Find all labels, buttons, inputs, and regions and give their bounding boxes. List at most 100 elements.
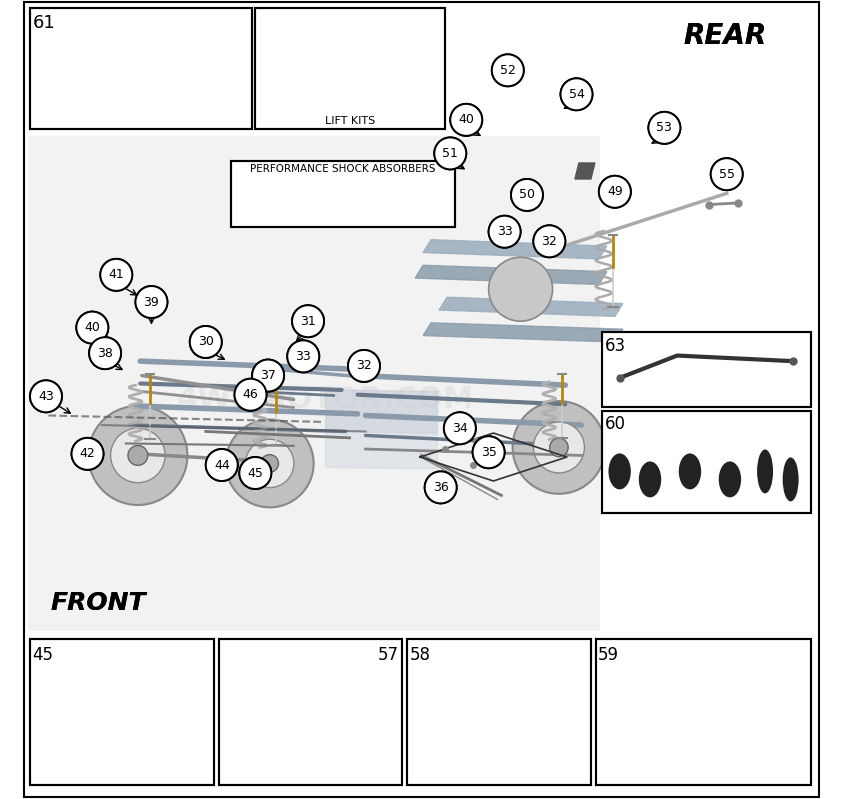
Bar [604,333,810,406]
Bar [231,161,455,227]
Text: 32: 32 [356,360,372,372]
Ellipse shape [609,453,631,489]
Polygon shape [439,297,623,316]
Text: 55: 55 [719,168,735,181]
Text: 44: 44 [214,459,229,471]
Text: 46: 46 [243,388,259,401]
Circle shape [292,305,324,337]
Text: 40: 40 [84,321,100,334]
Text: 38: 38 [97,347,113,360]
Circle shape [226,419,314,507]
Text: 31: 31 [300,315,316,328]
Bar [602,411,812,513]
Circle shape [450,104,482,136]
Circle shape [89,337,121,369]
Text: 51: 51 [443,147,459,160]
Text: 37: 37 [260,369,276,382]
Bar [31,10,250,128]
Bar [602,411,812,513]
Circle shape [234,379,266,411]
Circle shape [491,54,524,86]
Circle shape [72,438,104,470]
Bar [604,411,810,511]
Text: LIFT KITS: LIFT KITS [325,116,375,126]
Bar [598,641,810,783]
Text: 53: 53 [657,121,673,134]
Text: 52: 52 [500,64,516,77]
Circle shape [234,379,266,411]
Text: 37: 37 [260,369,276,382]
Polygon shape [325,390,438,433]
Bar [257,10,444,128]
Ellipse shape [782,457,798,502]
Text: 43: 43 [38,390,54,403]
Bar [218,639,402,785]
Bar [602,332,812,407]
Text: 30: 30 [198,336,214,348]
Circle shape [77,312,108,344]
Bar [220,641,400,783]
Circle shape [287,340,319,372]
Text: 49: 49 [607,185,623,198]
Text: 45: 45 [247,467,263,479]
Text: 30: 30 [198,336,214,348]
Text: 32: 32 [541,235,557,248]
Circle shape [534,422,584,473]
Circle shape [239,457,271,489]
Text: 34: 34 [452,422,468,435]
Circle shape [561,78,593,110]
Circle shape [511,179,543,211]
Polygon shape [423,323,623,342]
Text: 50: 50 [519,189,535,201]
Bar [409,641,589,783]
Bar [30,639,214,785]
Text: 36: 36 [432,481,448,494]
Text: PERFORMANCE SHOCK ABSORBERS: PERFORMANCE SHOCK ABSORBERS [250,164,436,174]
Bar [30,8,252,129]
Polygon shape [325,431,438,469]
Circle shape [491,54,524,86]
Circle shape [450,104,482,136]
Circle shape [252,360,284,392]
Text: 35: 35 [481,446,497,459]
Circle shape [550,438,568,457]
Circle shape [711,158,743,190]
Text: 63: 63 [605,337,626,356]
Circle shape [473,436,505,468]
Circle shape [425,471,457,503]
Circle shape [534,225,566,257]
Bar [602,332,812,407]
Ellipse shape [679,453,701,489]
Text: 50: 50 [519,189,535,201]
Text: 51: 51 [443,147,459,160]
Polygon shape [575,163,595,179]
Circle shape [648,112,680,144]
Text: 43: 43 [38,390,54,403]
Bar [596,639,812,785]
Circle shape [489,216,521,248]
Text: 55: 55 [719,168,735,181]
Circle shape [292,305,324,337]
Polygon shape [415,265,607,284]
Circle shape [77,312,108,344]
Text: 45: 45 [247,467,263,479]
Bar [233,163,454,225]
Text: 32: 32 [541,235,557,248]
Text: 57: 57 [379,646,399,664]
Circle shape [444,412,475,444]
Circle shape [513,401,605,494]
Text: 42: 42 [79,447,95,460]
Text: 46: 46 [243,388,259,401]
Bar [30,639,214,785]
Circle shape [599,176,631,208]
Text: REAR: REAR [684,22,767,50]
Text: 58: 58 [410,646,431,664]
Text: 40: 40 [459,113,474,126]
Text: 33: 33 [295,350,311,363]
Text: 34: 34 [452,422,468,435]
Text: 40: 40 [84,321,100,334]
Circle shape [100,259,132,291]
Text: 42: 42 [79,447,95,460]
Circle shape [245,439,294,487]
Text: 53: 53 [657,121,673,134]
